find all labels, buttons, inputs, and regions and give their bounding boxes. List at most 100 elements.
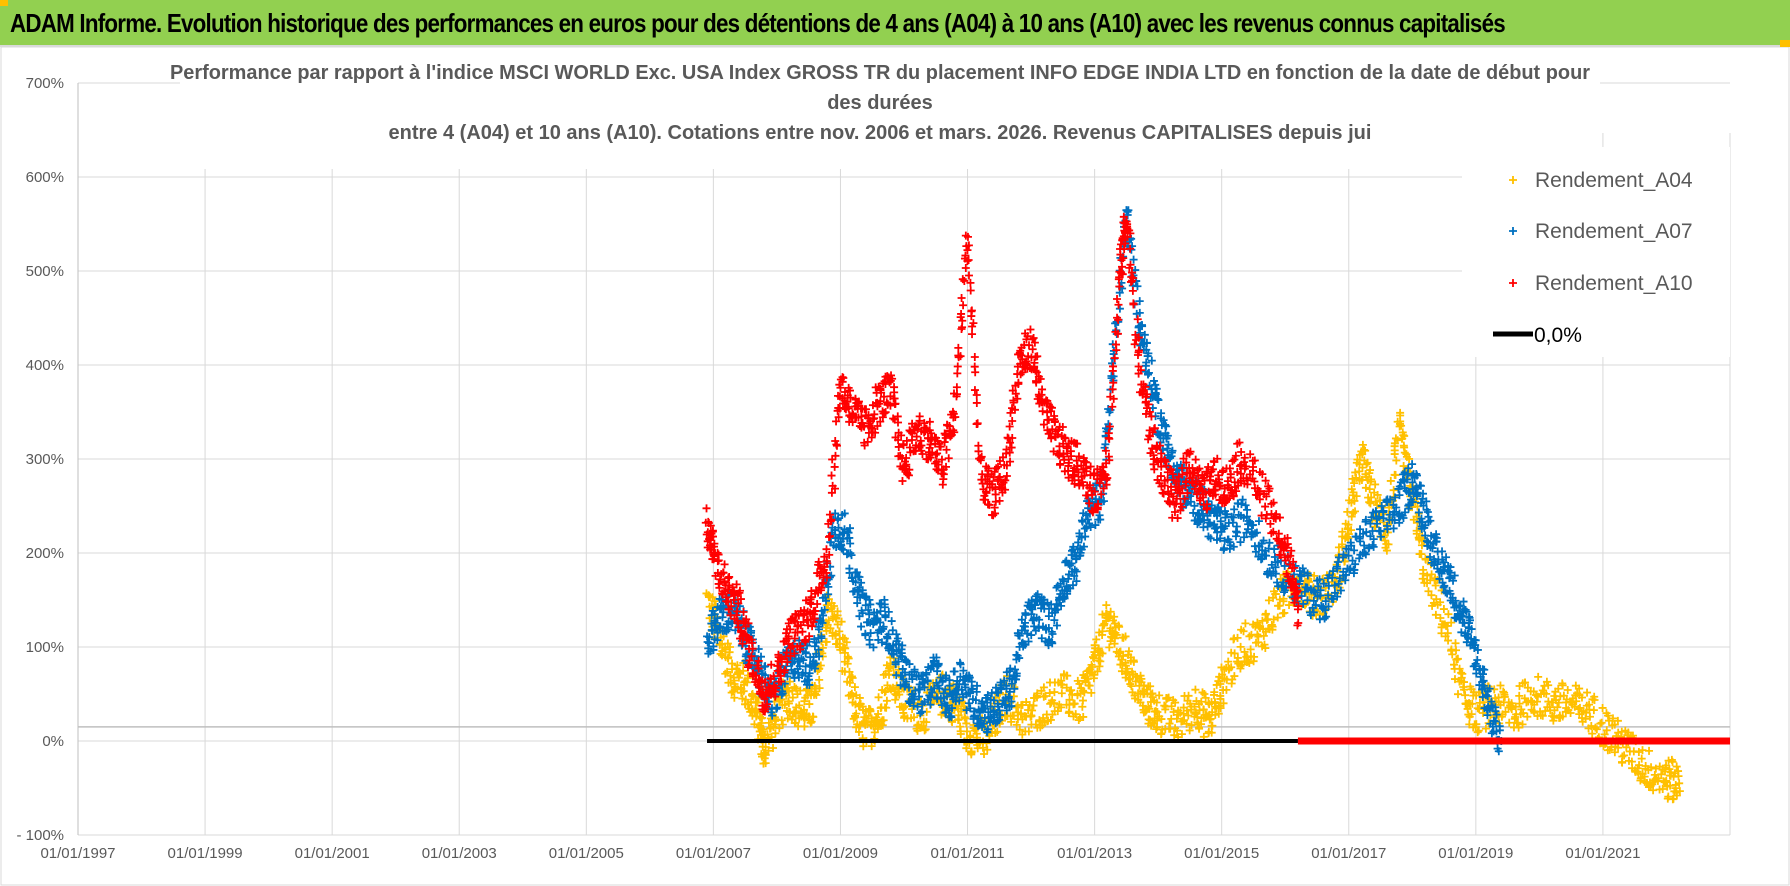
data-point <box>1519 709 1528 718</box>
data-point <box>932 653 941 662</box>
data-point <box>1002 472 1011 481</box>
data-point <box>1271 590 1280 599</box>
data-point <box>1544 681 1553 690</box>
data-point <box>1121 239 1130 248</box>
data-point <box>848 573 857 582</box>
data-point <box>947 713 956 722</box>
data-point <box>827 571 836 580</box>
data-point <box>1052 621 1061 630</box>
data-point <box>1089 469 1098 478</box>
data-point <box>973 681 982 690</box>
data-point <box>734 673 743 682</box>
data-point <box>904 683 913 692</box>
data-point <box>1076 544 1085 553</box>
data-point <box>1074 538 1083 547</box>
data-point <box>1144 370 1153 379</box>
data-point <box>1062 444 1071 453</box>
data-point <box>1212 680 1221 689</box>
data-point <box>1391 471 1400 480</box>
data-point <box>1376 527 1385 536</box>
data-point <box>1457 628 1466 637</box>
data-point <box>1361 517 1370 526</box>
data-point <box>1119 652 1128 661</box>
y-tick-label: 400% <box>26 357 64 374</box>
data-point <box>995 715 1004 724</box>
data-point <box>1013 394 1022 403</box>
data-point <box>1116 240 1125 249</box>
data-point <box>800 722 809 731</box>
data-point <box>1012 703 1021 712</box>
data-point <box>1032 368 1041 377</box>
data-point <box>1117 667 1126 676</box>
data-point <box>1119 254 1128 263</box>
data-point <box>1384 540 1393 549</box>
data-point <box>805 632 814 641</box>
x-tick-label: 01/01/2007 <box>676 845 751 862</box>
data-point <box>1009 711 1018 720</box>
data-point <box>926 453 935 462</box>
data-point <box>942 445 951 454</box>
data-point <box>1487 701 1496 710</box>
data-point <box>709 642 718 651</box>
data-point <box>940 429 949 438</box>
data-point <box>894 436 903 445</box>
data-point <box>1501 707 1510 716</box>
data-point <box>1672 791 1681 800</box>
data-point <box>1395 491 1404 500</box>
data-point <box>767 660 776 669</box>
data-point <box>1210 688 1219 697</box>
data-point <box>970 707 979 716</box>
data-point <box>955 696 964 705</box>
data-point <box>1078 478 1087 487</box>
data-point <box>1416 481 1425 490</box>
data-point <box>1190 501 1199 510</box>
data-point <box>1150 465 1159 474</box>
data-point <box>1104 452 1113 461</box>
data-point <box>1262 492 1271 501</box>
data-point <box>1413 471 1421 480</box>
data-point <box>950 667 959 676</box>
data-point <box>1483 692 1492 701</box>
data-point <box>1443 629 1452 638</box>
data-point <box>713 548 722 557</box>
data-point <box>730 693 739 702</box>
data-point <box>995 496 1004 505</box>
x-tick-label: 01/01/1997 <box>40 845 115 862</box>
data-point <box>1213 454 1222 463</box>
data-point <box>1431 610 1440 619</box>
data-point <box>1239 627 1248 636</box>
data-point <box>1072 567 1081 576</box>
data-point <box>1148 428 1157 437</box>
data-point <box>1129 255 1138 264</box>
data-point <box>1637 754 1646 763</box>
data-point <box>995 473 1004 482</box>
data-point <box>1422 497 1431 506</box>
data-point <box>1014 378 1023 387</box>
data-point <box>1339 550 1348 559</box>
data-point <box>834 391 843 400</box>
data-point <box>862 405 871 414</box>
data-point <box>995 706 1004 715</box>
y-tick-label: 200% <box>26 545 64 562</box>
data-point <box>969 319 978 328</box>
data-point <box>1373 490 1382 499</box>
data-point <box>1134 346 1143 355</box>
data-point <box>1675 787 1684 796</box>
data-point <box>867 433 876 442</box>
data-point <box>1080 688 1089 697</box>
data-point <box>1467 710 1476 719</box>
data-point <box>1035 615 1044 624</box>
data-point <box>913 702 922 711</box>
data-point <box>724 574 733 583</box>
y-tick-label: 300% <box>26 451 64 468</box>
data-point <box>957 707 966 716</box>
data-point <box>1034 623 1043 632</box>
series-rendementa10 <box>701 212 1303 716</box>
data-point <box>1587 722 1596 731</box>
data-point <box>1124 647 1133 656</box>
data-point <box>1367 513 1376 522</box>
data-point <box>857 578 866 587</box>
data-point <box>1167 702 1176 711</box>
data-point <box>1461 691 1470 700</box>
data-point <box>738 639 747 648</box>
